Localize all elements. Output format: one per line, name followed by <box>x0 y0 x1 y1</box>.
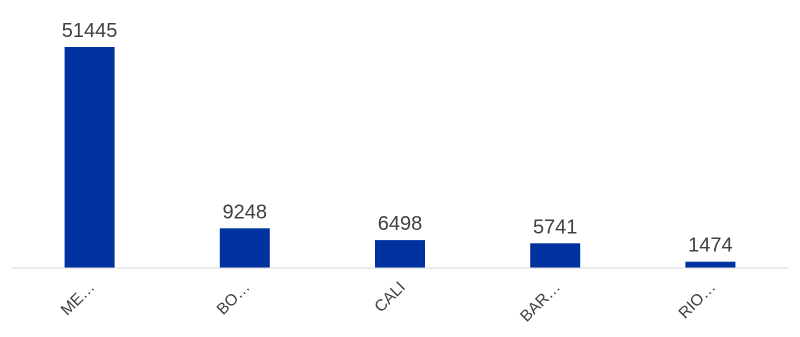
bar-2 <box>219 228 270 268</box>
x-tick-label-cali: CALI <box>372 279 409 316</box>
x-tick-labels-layer: ME… BO… CALI BAR… RIO… <box>58 279 719 326</box>
x-tick-label-me: ME… <box>58 279 98 319</box>
bar-1 <box>64 47 115 268</box>
data-labels-layer: 51445 9248 6498 5741 1474 <box>62 20 733 257</box>
x-tick-label-bo: BO… <box>214 279 254 319</box>
bars-layer <box>64 47 736 268</box>
bar-3 <box>375 240 425 268</box>
data-label-4: 5741 <box>533 216 578 238</box>
data-label-5: 1474 <box>688 235 733 257</box>
data-label-3: 6498 <box>378 213 423 235</box>
bar-4 <box>530 243 581 268</box>
data-label-1: 51445 <box>62 20 118 42</box>
x-tick-label-bar: BAR… <box>517 279 564 326</box>
x-tick-label-rio: RIO… <box>676 279 719 322</box>
data-label-2: 9248 <box>223 201 268 223</box>
bar-5 <box>685 261 736 268</box>
